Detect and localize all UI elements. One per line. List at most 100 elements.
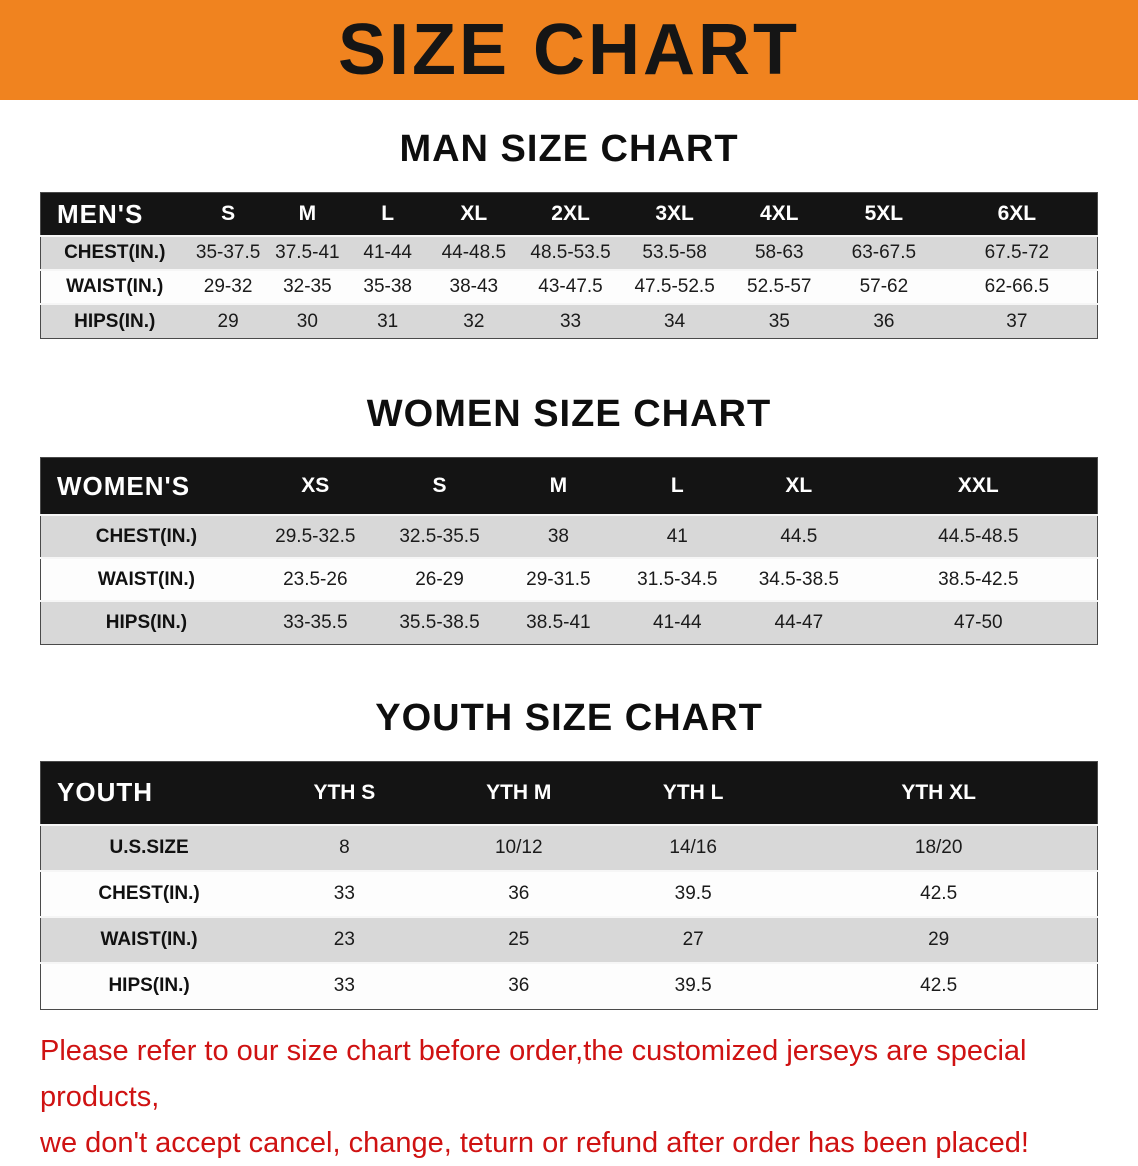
size-header-cell: S (378, 457, 501, 516)
table-row: U.S.SIZE 8 10/12 14/16 18/20 (40, 825, 1098, 872)
value-cell: 42.5 (780, 963, 1098, 1010)
size-header-cell: M (500, 457, 617, 516)
size-header-cell: 2XL (519, 192, 622, 237)
header-row: YOUTH YTH S YTH M YTH L YTH XL (40, 761, 1098, 826)
value-cell: 58-63 (727, 236, 832, 271)
youth-section: YOUTH SIZE CHART YOUTH YTH S YTH M YTH L YTH… (0, 696, 1138, 1010)
value-cell: 31 (347, 304, 429, 339)
size-header-cell: YTH XL (780, 761, 1098, 826)
table-row: CHEST(IN.) 29.5-32.5 32.5-35.5 38 41 44.5 44.5… (40, 515, 1098, 559)
size-header-cell: XL (428, 192, 520, 237)
women-section: WOMEN SIZE CHART WOMEN'S XS S M L XL XXL CHEST(… (0, 392, 1138, 645)
value-cell: 32-35 (267, 270, 347, 305)
row-label-cell: WAIST(IN.) (40, 270, 189, 305)
men-section: MAN SIZE CHART MEN'S S M L XL 2XL 3XL 4XL 5XL 6XL… (0, 128, 1138, 339)
header-row: MEN'S S M L XL 2XL 3XL 4XL 5XL 6XL (40, 192, 1098, 237)
size-header-cell: L (616, 457, 739, 516)
size-header-cell: YTH M (431, 761, 606, 826)
row-label-cell: U.S.SIZE (40, 825, 258, 872)
value-cell: 25 (431, 917, 606, 964)
page-title: SIZE CHART (338, 10, 800, 90)
value-cell: 34 (621, 304, 728, 339)
table-row: HIPS(IN.) 29 30 31 32 33 34 35 36 37 (40, 304, 1098, 339)
value-cell: 36 (831, 304, 937, 339)
youth-size-table: YOUTH YTH S YTH M YTH L YTH XL U.S.SIZE 8 10/12… (40, 760, 1098, 1010)
value-cell: 39.5 (605, 871, 781, 918)
table-title-cell: MEN'S (40, 192, 189, 237)
size-header-cell: YTH L (605, 761, 781, 826)
value-cell: 44-47 (738, 601, 860, 645)
value-cell: 47-50 (859, 601, 1098, 645)
value-cell: 39.5 (605, 963, 781, 1010)
value-cell: 29-31.5 (500, 558, 617, 602)
value-cell: 41-44 (616, 601, 739, 645)
men-section-heading: MAN SIZE CHART (399, 128, 739, 170)
value-cell: 10/12 (431, 825, 606, 872)
value-cell: 57-62 (831, 270, 937, 305)
table-row: HIPS(IN.) 33 36 39.5 42.5 (40, 963, 1098, 1010)
value-cell: 23 (257, 917, 432, 964)
table-row: WAIST(IN.) 29-32 32-35 35-38 38-43 43-47.5 47.… (40, 270, 1098, 305)
value-cell: 36 (431, 963, 606, 1010)
value-cell: 44.5 (738, 515, 860, 559)
value-cell: 34.5-38.5 (738, 558, 860, 602)
size-header-cell: L (347, 192, 429, 237)
value-cell: 67.5-72 (936, 236, 1098, 271)
women-size-table: WOMEN'S XS S M L XL XXL CHEST(IN.) 29.5-32.5 32.5… (40, 456, 1098, 645)
value-cell: 35.5-38.5 (378, 601, 501, 645)
value-cell: 32 (428, 304, 520, 339)
row-label-cell: CHEST(IN.) (40, 236, 189, 271)
row-label-cell: HIPS(IN.) (40, 963, 258, 1010)
value-cell: 30 (267, 304, 347, 339)
value-cell: 8 (257, 825, 432, 872)
value-cell: 29.5-32.5 (251, 515, 379, 559)
value-cell: 29 (188, 304, 268, 339)
size-header-cell: XXL (859, 457, 1098, 516)
value-cell: 35 (727, 304, 832, 339)
value-cell: 47.5-52.5 (621, 270, 728, 305)
women-section-heading: WOMEN SIZE CHART (366, 392, 772, 435)
value-cell: 33 (257, 963, 432, 1010)
value-cell: 31.5-34.5 (616, 558, 739, 602)
value-cell: 26-29 (378, 558, 501, 602)
table-row: HIPS(IN.) 33-35.5 35.5-38.5 38.5-41 41-44 44-… (40, 601, 1098, 645)
value-cell: 63-67.5 (831, 236, 937, 271)
size-header-cell: M (267, 192, 347, 237)
value-cell: 29-32 (188, 270, 268, 305)
value-cell: 33 (257, 871, 432, 918)
value-cell: 14/16 (605, 825, 781, 872)
value-cell: 52.5-57 (727, 270, 832, 305)
value-cell: 44-48.5 (428, 236, 520, 271)
value-cell: 18/20 (780, 825, 1098, 872)
value-cell: 23.5-26 (251, 558, 379, 602)
value-cell: 41 (616, 515, 739, 559)
order-note: Please refer to our size chart before or… (40, 1028, 1100, 1166)
size-header-cell: 6XL (936, 192, 1098, 237)
value-cell: 35-38 (347, 270, 429, 305)
men-size-table: MEN'S S M L XL 2XL 3XL 4XL 5XL 6XL CHEST(IN.) 35-37… (40, 191, 1098, 339)
table-row: CHEST(IN.) 33 36 39.5 42.5 (40, 871, 1098, 918)
youth-section-heading: YOUTH SIZE CHART (375, 696, 763, 739)
order-note-line2: we don't accept cancel, change, teturn o… (40, 1126, 1029, 1159)
size-header-cell: XL (738, 457, 860, 516)
row-label-cell: CHEST(IN.) (40, 871, 258, 918)
size-header-cell: 3XL (621, 192, 728, 237)
row-label-cell: CHEST(IN.) (40, 515, 252, 559)
table-row: WAIST(IN.) 23.5-26 26-29 29-31.5 31.5-34.5 34… (40, 558, 1098, 602)
row-label-cell: WAIST(IN.) (40, 917, 258, 964)
table-row: CHEST(IN.) 35-37.5 37.5-41 41-44 44-48.5 48.5… (40, 236, 1098, 271)
row-label-cell: HIPS(IN.) (40, 304, 189, 339)
value-cell: 36 (431, 871, 606, 918)
order-note-line1: Please refer to our size chart before or… (40, 1034, 1027, 1113)
row-label-cell: HIPS(IN.) (40, 601, 252, 645)
value-cell: 38-43 (428, 270, 520, 305)
table-row: WAIST(IN.) 23 25 27 29 (40, 917, 1098, 964)
value-cell: 29 (780, 917, 1098, 964)
value-cell: 38.5-42.5 (859, 558, 1098, 602)
table-title-cell: WOMEN'S (40, 457, 252, 516)
size-header-cell: 5XL (831, 192, 937, 237)
value-cell: 53.5-58 (621, 236, 728, 271)
value-cell: 35-37.5 (188, 236, 268, 271)
value-cell: 33 (519, 304, 622, 339)
